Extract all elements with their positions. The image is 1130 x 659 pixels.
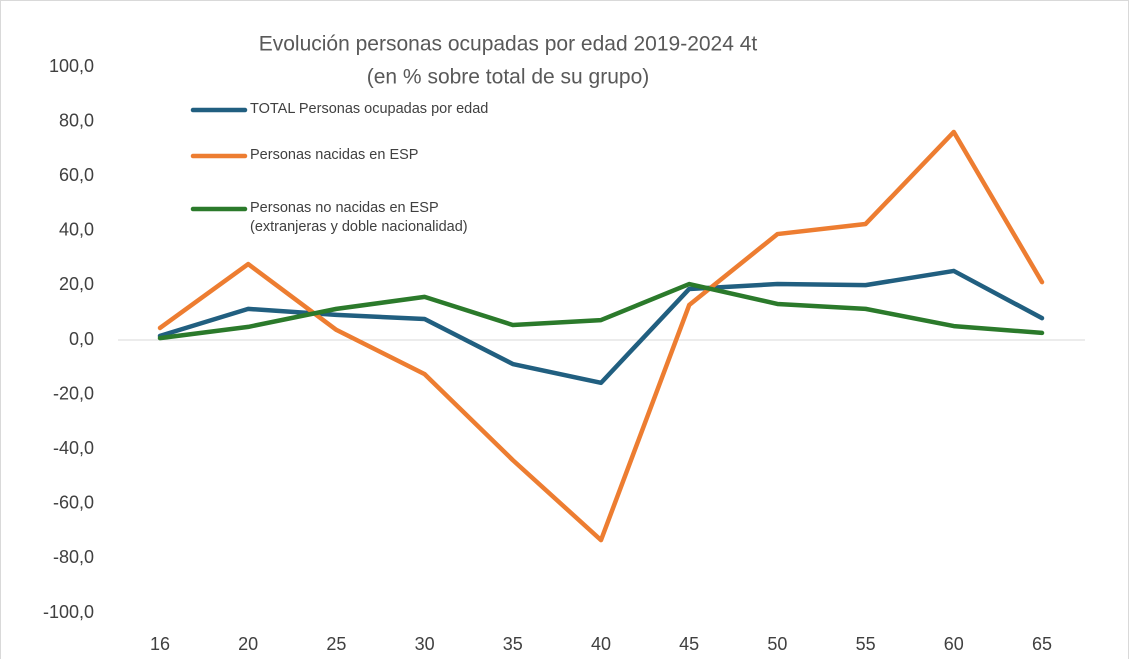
x-tick-label: 30 [415, 634, 435, 654]
y-tick-label: 60,0 [59, 165, 94, 185]
y-tick-label: 20,0 [59, 274, 94, 294]
x-tick-label: 25 [326, 634, 346, 654]
line-series [157, 268, 1045, 386]
chart-title: Evolución personas ocupadas por edad 201… [259, 33, 758, 56]
y-tick-label: -20,0 [53, 383, 94, 403]
legend-label: TOTAL Personas ocupadas por edad [250, 101, 489, 117]
y-tick-label: 0,0 [69, 329, 94, 349]
y-tick-label: -60,0 [53, 493, 94, 513]
y-tick-label: 40,0 [59, 220, 94, 240]
x-tick-label: 35 [503, 634, 523, 654]
x-tick-label: 16 [150, 634, 170, 654]
y-tick-label: -80,0 [53, 547, 94, 567]
x-tick-label: 20 [238, 634, 258, 654]
x-tick-label: 50 [767, 634, 787, 654]
line-series [157, 281, 1045, 341]
line-series [157, 129, 1045, 543]
y-tick-label: -100,0 [43, 602, 94, 622]
y-tick-label: -40,0 [53, 438, 94, 458]
x-tick-label: 40 [591, 634, 611, 654]
legend-label: Personas nacidas en ESP [250, 147, 419, 163]
y-tick-label: 100,0 [49, 56, 94, 76]
x-tick-label: 55 [856, 634, 876, 654]
x-tick-label: 60 [944, 634, 964, 654]
x-tick-label: 45 [679, 634, 699, 654]
x-tick-label: 65 [1032, 634, 1052, 654]
y-tick-label: 80,0 [59, 110, 94, 130]
legend-label: Personas no nacidas en ESP (extranjeras … [250, 200, 468, 235]
chart-subtitle: (en % sobre total de su grupo) [367, 66, 650, 89]
